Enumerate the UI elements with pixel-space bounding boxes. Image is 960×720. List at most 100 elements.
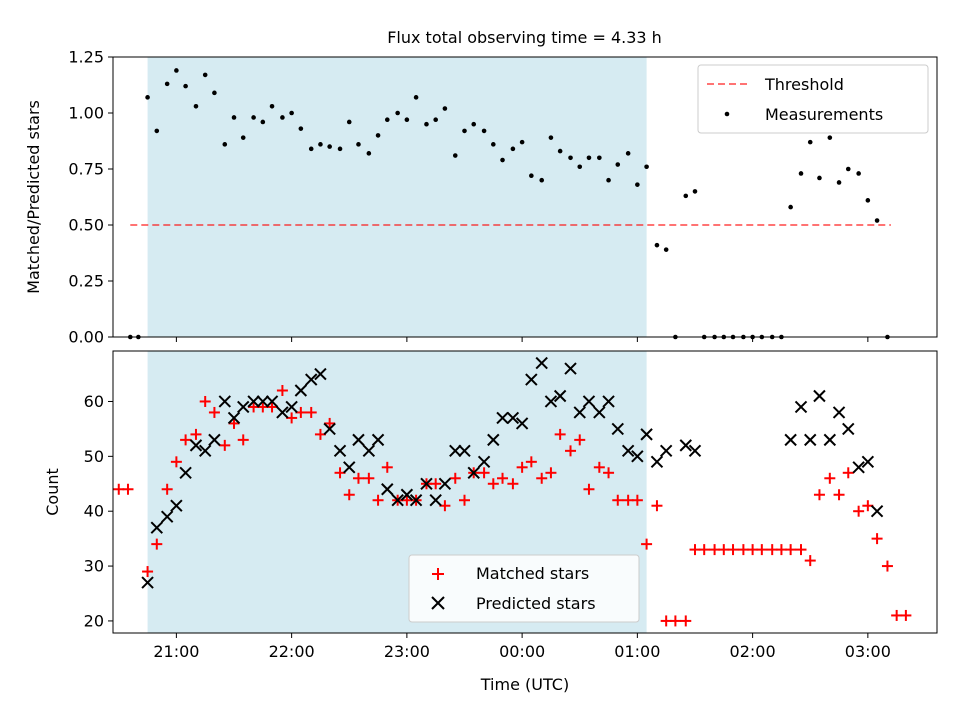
flux-y-axis-label: Matched/Predicted stars	[24, 100, 43, 294]
flux-axes-frame	[112, 56, 938, 338]
predicted-star-point	[381, 483, 394, 496]
measurement-point	[327, 144, 332, 149]
predicted-star-point	[391, 494, 404, 507]
predicted-star-point	[247, 395, 260, 408]
predicted-star-point	[458, 444, 471, 458]
star-count-panel: 20 30 40 50 60 21:00 22:00 23:00 00:00 01:00 02:0…	[43, 350, 938, 694]
predicted-star-point	[467, 466, 480, 480]
matched-star-point	[208, 406, 220, 418]
matched-star-point	[709, 544, 721, 556]
measurement-point	[346, 119, 352, 125]
measurement-point	[798, 171, 804, 176]
predicted-star-point	[659, 444, 673, 458]
predicted-star-point	[861, 455, 875, 469]
measurement-point	[164, 81, 170, 87]
predicted-star-point	[631, 450, 644, 463]
matched-star-point	[795, 544, 807, 556]
measurement-point	[568, 155, 573, 161]
count-y-tick-label: 30	[84, 557, 104, 576]
measurement-point	[424, 121, 429, 127]
predicted-stars-series	[141, 356, 884, 589]
measurement-point	[663, 247, 669, 252]
legend-predicted-label: Predicted stars	[476, 594, 596, 613]
matched-star-point	[199, 395, 211, 407]
matched-star-point	[381, 461, 393, 473]
predicted-star-point	[420, 477, 433, 490]
matched-star-point	[545, 467, 557, 479]
measurement-point	[788, 204, 793, 210]
predicted-star-point	[343, 461, 356, 474]
flux-y-tick-label: 0.00	[68, 328, 104, 347]
measurement-point	[222, 142, 228, 147]
predicted-star-point	[852, 461, 865, 474]
measurement-point	[807, 139, 813, 145]
measurement-point	[529, 173, 534, 179]
measurement-point	[413, 95, 419, 100]
predicted-star-point	[650, 455, 664, 469]
measurement-point	[471, 121, 477, 127]
measurement-point	[654, 242, 660, 248]
matched-star-point	[439, 500, 451, 512]
matched-star-point	[698, 544, 710, 556]
predicted-star-point	[544, 395, 558, 408]
predicted-star-point	[265, 395, 279, 408]
measurement-point	[240, 135, 246, 140]
measurement-point	[318, 142, 323, 147]
matched-star-point	[775, 544, 787, 556]
predicted-star-point	[285, 400, 298, 414]
measurement-point	[433, 117, 438, 123]
measurement-point	[404, 117, 410, 123]
figure-title: Flux total observing time = 4.33 h	[387, 28, 662, 47]
flux-legend: Threshold Measurements	[697, 64, 929, 134]
matched-star-point	[785, 544, 797, 556]
count-legend: Matched stars Predicted stars	[408, 554, 640, 623]
matched-star-point	[237, 434, 249, 446]
legend-measurements-swatch	[724, 111, 730, 117]
matched-star-point	[458, 494, 470, 506]
measurement-point	[615, 162, 621, 167]
predicted-star-point	[198, 444, 212, 458]
matched-star-point	[219, 439, 231, 451]
matched-star-point	[352, 472, 364, 484]
measurements-series	[127, 68, 890, 340]
matched-star-point	[853, 505, 865, 517]
matched-star-point	[622, 494, 634, 506]
predicted-star-point	[409, 494, 423, 507]
measurement-point	[452, 153, 458, 158]
predicted-star-point	[842, 422, 855, 436]
measurement-point	[481, 128, 487, 134]
flux-ratio-panel: 0.00 0.25 0.50 0.75 1.00 1.25 Matched/Predict…	[24, 48, 938, 347]
matched-star-point	[113, 483, 125, 495]
matched-star-point	[449, 472, 461, 484]
measurement-point	[202, 72, 208, 78]
predicted-star-point	[170, 499, 183, 512]
predicted-star-point	[535, 356, 548, 370]
matched-star-point	[161, 483, 173, 495]
matched-star-point	[536, 472, 548, 484]
matched-star-point	[430, 478, 442, 490]
measurement-point	[154, 128, 160, 134]
legend-threshold-label: Threshold	[764, 75, 844, 94]
matched-star-point	[305, 406, 317, 418]
count-x-tick-label: 02:00	[730, 642, 776, 661]
predicted-star-point	[208, 433, 221, 447]
count-y-tick-label: 60	[84, 392, 104, 411]
count-x-tick-label: 23:00	[384, 642, 430, 661]
matched-star-point	[871, 533, 883, 545]
measurement-point	[586, 155, 592, 161]
measurement-point	[874, 218, 880, 223]
predicted-star-point	[823, 433, 837, 447]
predicted-star-point	[294, 384, 308, 397]
matched-star-point	[842, 467, 854, 479]
matched-star-point	[401, 494, 413, 506]
count-y-ticks: 20 30 40 50 60	[84, 392, 113, 630]
measurement-point	[845, 166, 851, 172]
predicted-star-point	[160, 510, 174, 523]
predicted-star-point	[573, 406, 586, 419]
flux-legend-box	[697, 64, 929, 134]
predicted-star-point	[496, 411, 509, 425]
measurement-point	[174, 68, 179, 73]
predicted-star-point	[794, 400, 808, 414]
measurement-point	[500, 157, 505, 163]
